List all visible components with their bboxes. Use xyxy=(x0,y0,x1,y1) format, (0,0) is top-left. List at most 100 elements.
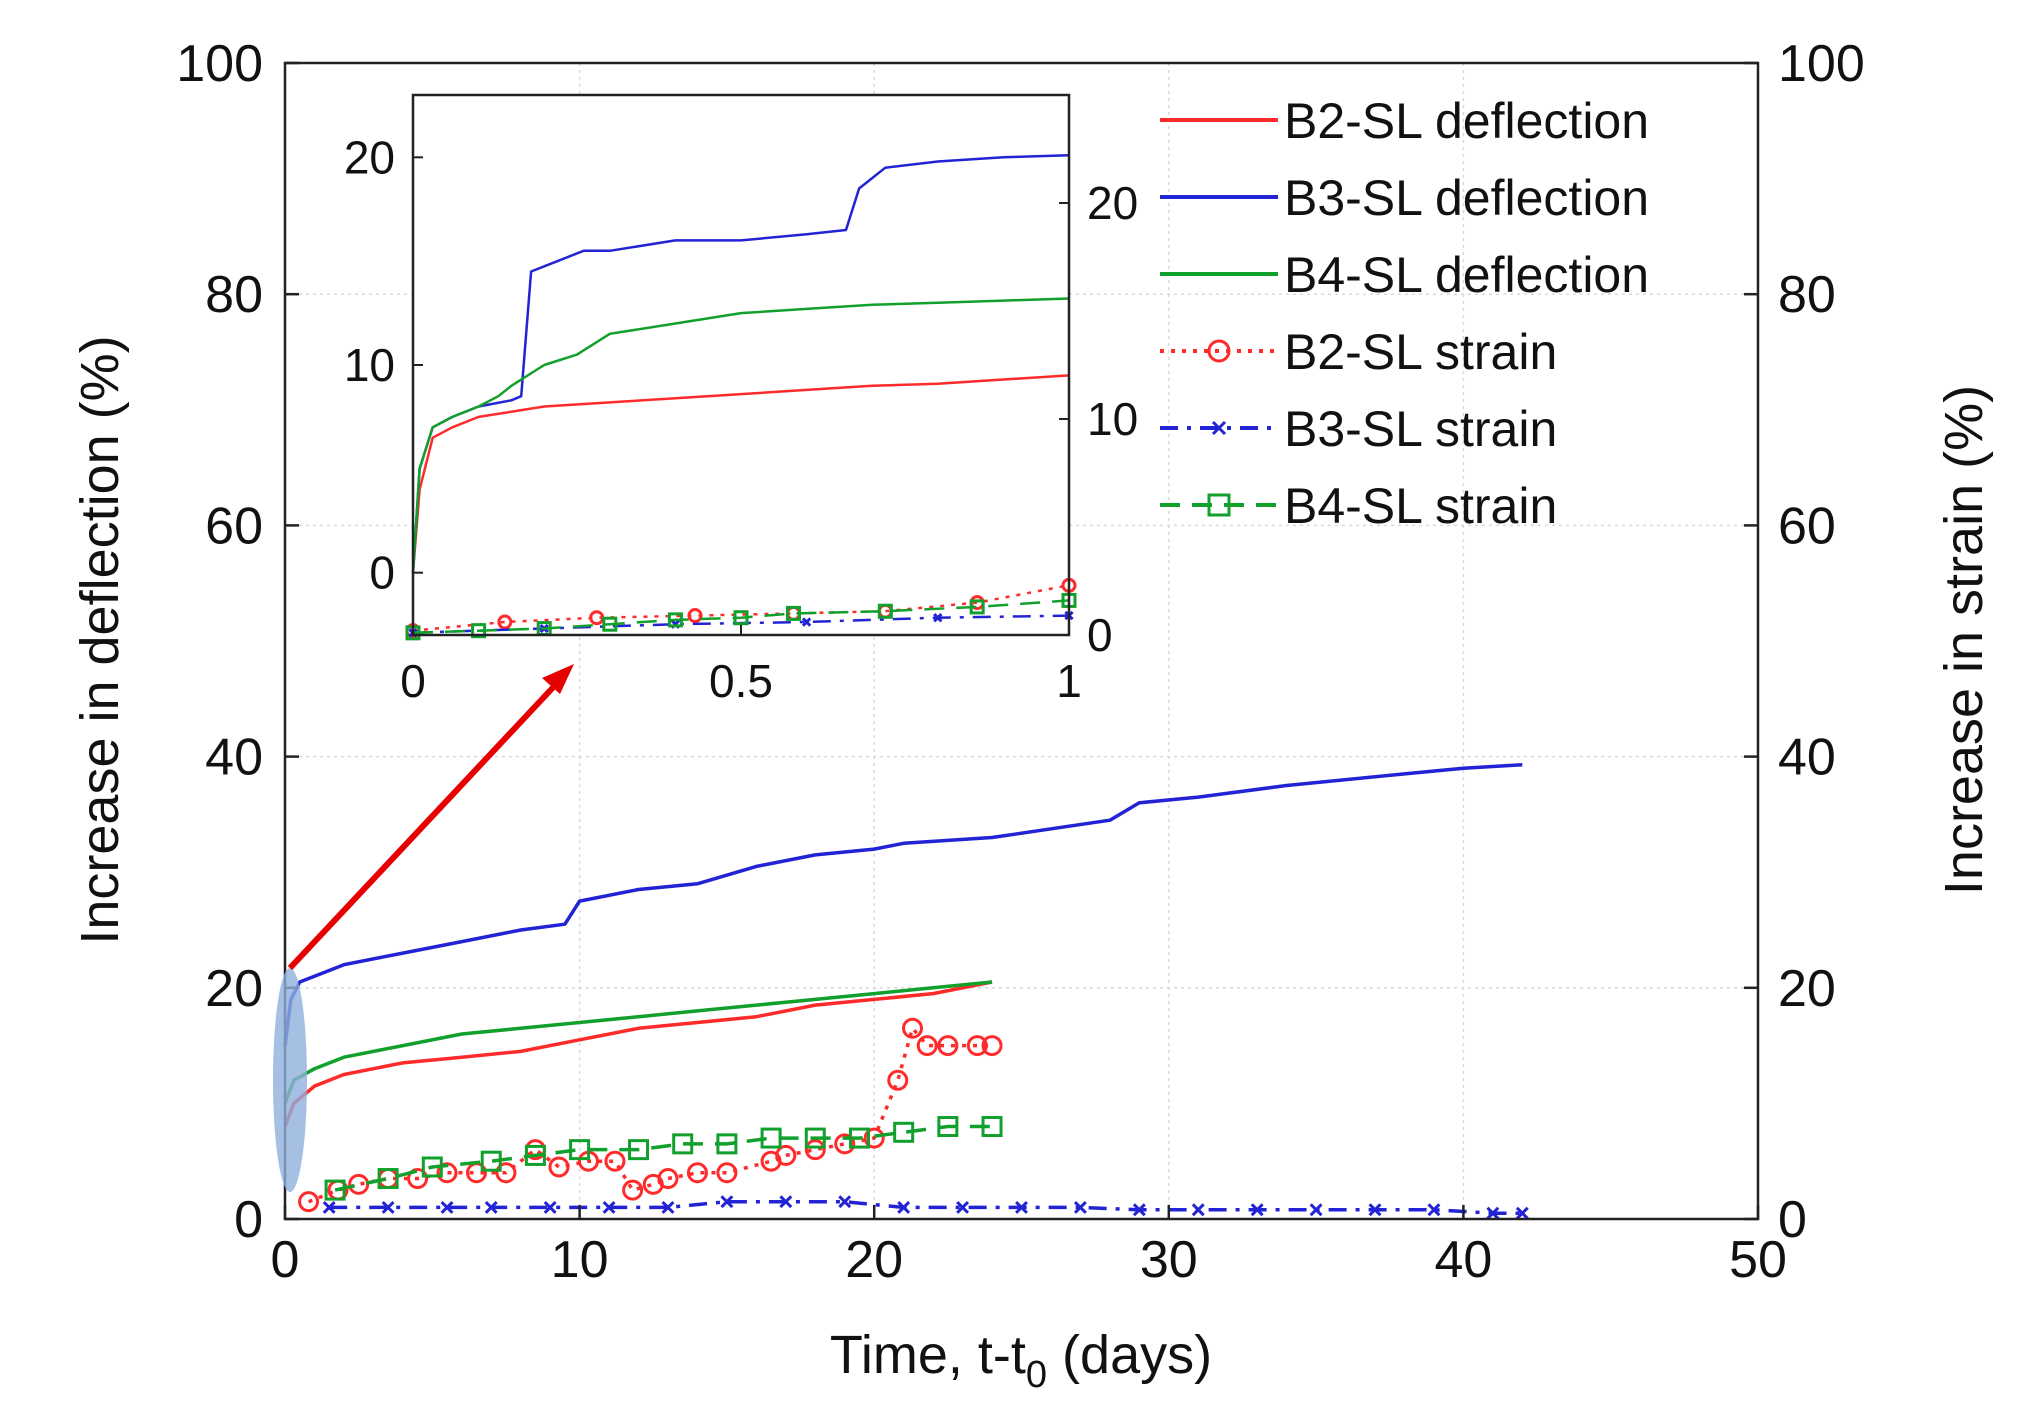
inset-point-b2-sl-strain-1 xyxy=(497,614,513,630)
y-right-tick-label-5: 100 xyxy=(1778,35,1865,93)
x-tick-label-1: 10 xyxy=(551,1231,609,1289)
y-right-tick-label-2: 40 xyxy=(1778,729,1836,787)
main-point-b2-sl-strain-25 xyxy=(937,1035,959,1057)
inset-y-right-tick-label-2: 20 xyxy=(1087,177,1138,229)
main-point-b3-sl-strain-3 xyxy=(484,1200,498,1214)
main-point-b2-sl-strain-5 xyxy=(436,1162,458,1184)
y-left-tick-label-3: 60 xyxy=(205,497,263,555)
inset-point-b4-sl-strain-3 xyxy=(602,616,618,632)
main-point-b2-sl-strain-23 xyxy=(901,1017,923,1039)
legend-label-b2-sl-strain: B2-SL strain xyxy=(1284,324,1557,380)
inset-background xyxy=(413,95,1069,635)
legend-marker-b2-sl-strain xyxy=(1207,339,1231,363)
main-series-b4-sl-strain xyxy=(324,1116,1003,1201)
inset-point-b4-sl-strain-4 xyxy=(667,612,683,628)
inset-point-b4-sl-strain-5 xyxy=(733,610,749,626)
main-point-b3-sl-strain-20 xyxy=(1486,1206,1500,1220)
main-point-b3-sl-strain-19 xyxy=(1427,1203,1441,1217)
inset-point-b4-sl-strain-8 xyxy=(969,599,985,615)
x-axis-title-subscript: 0 xyxy=(1026,1354,1047,1396)
inset-series-b2-sl-deflection xyxy=(411,374,1070,573)
main-point-b3-sl-strain-0 xyxy=(322,1200,336,1214)
inset-line-b4-sl-deflection xyxy=(411,297,1070,573)
y-left-tick-label-2: 40 xyxy=(205,729,263,787)
zoom-arrow-line xyxy=(287,677,563,971)
legend-label-b3-sl-deflection: B3-SL deflection xyxy=(1284,170,1649,226)
main-point-b2-sl-strain-21 xyxy=(863,1127,885,1149)
x-axis-title-suffix: (days) xyxy=(1047,1325,1212,1385)
legend-entry-b2-sl-strain: B2-SL strain xyxy=(1160,324,1557,380)
y-right-tick-label-4: 80 xyxy=(1778,266,1836,324)
legend-entry-b4-sl-strain: B4-SL strain xyxy=(1160,478,1557,534)
y-right-tick-label-0: 0 xyxy=(1778,1191,1807,1249)
x-tick-label-0: 0 xyxy=(271,1231,300,1289)
main-point-b4-sl-strain-4 xyxy=(524,1144,546,1166)
legend-marker-b4-sl-strain xyxy=(1207,493,1231,517)
main-line-b4-sl-deflection xyxy=(283,980,993,1105)
inset-series-b4-sl-deflection xyxy=(411,297,1070,573)
main-point-b4-sl-strain-7 xyxy=(672,1133,694,1155)
zoom-arrow-head xyxy=(542,664,574,694)
main-point-b2-sl-strain-22 xyxy=(887,1069,909,1091)
main-point-b2-sl-strain-18 xyxy=(775,1144,797,1166)
zoom-region-ellipse xyxy=(273,968,307,1192)
main-line-b2-sl-deflection xyxy=(283,980,993,1128)
main-point-b2-sl-strain-9 xyxy=(548,1156,570,1178)
inset-point-b4-sl-strain-7 xyxy=(877,603,893,619)
y-left-tick-label-5: 100 xyxy=(176,35,263,93)
x-tick-label-4: 40 xyxy=(1434,1231,1492,1289)
legend: B2-SL deflection B3-SL deflection B4-SL de… xyxy=(1160,93,1649,534)
main-point-b2-sl-strain-27 xyxy=(981,1035,1003,1057)
main-point-b3-sl-strain-17 xyxy=(1309,1203,1323,1217)
inset-y-left-tick-label-2: 20 xyxy=(344,131,395,183)
main-point-b3-sl-strain-12 xyxy=(1015,1200,1028,1214)
x-tick-label-2: 20 xyxy=(845,1231,903,1289)
main-point-b4-sl-strain-12 xyxy=(893,1121,915,1143)
main-point-b3-sl-strain-13 xyxy=(1073,1200,1087,1214)
main-point-b4-sl-strain-5 xyxy=(569,1139,591,1161)
legend-label-b3-sl-strain: B3-SL strain xyxy=(1284,401,1557,457)
x-tick-label-3: 30 xyxy=(1140,1231,1198,1289)
y-right-tick-label-1: 20 xyxy=(1778,960,1836,1018)
main-point-b3-sl-strain-18 xyxy=(1368,1203,1382,1217)
main-point-b2-sl-strain-0 xyxy=(298,1191,320,1213)
legend-label-b4-sl-deflection: B4-SL deflection xyxy=(1284,247,1649,303)
main-series-b3-sl-deflection xyxy=(283,762,1523,1046)
main-point-b3-sl-strain-4 xyxy=(543,1200,557,1214)
main-series-b2-sl-deflection xyxy=(283,980,993,1128)
inset-y-right-tick-label-0: 0 xyxy=(1087,609,1113,661)
inset-line-b2-sl-strain xyxy=(412,584,1070,632)
main-point-b3-sl-strain-2 xyxy=(440,1200,454,1214)
main-line-b4-sl-strain xyxy=(334,1124,992,1192)
legend-entry-b3-sl-deflection: B3-SL deflection xyxy=(1160,170,1649,226)
inset-line-b4-sl-strain xyxy=(412,599,1070,635)
main-point-b3-sl-strain-10 xyxy=(897,1200,911,1214)
main-point-b3-sl-strain-8 xyxy=(779,1195,793,1209)
main-point-b3-sl-strain-9 xyxy=(838,1195,852,1209)
main-line-b3-sl-deflection xyxy=(283,762,1523,1046)
main-point-b2-sl-strain-26 xyxy=(966,1035,988,1057)
main-point-b4-sl-strain-6 xyxy=(628,1139,650,1161)
main-point-b3-sl-strain-1 xyxy=(381,1200,395,1214)
main-point-b4-sl-strain-9 xyxy=(760,1127,782,1149)
legend-entry-b3-sl-strain: B3-SL strain xyxy=(1160,401,1557,457)
inset-y-left-tick-label-0: 0 xyxy=(369,547,395,599)
main-series-b3-sl-strain xyxy=(322,1195,1529,1220)
y-left-tick-label-0: 0 xyxy=(234,1191,263,1249)
main-point-b3-sl-strain-5 xyxy=(602,1200,616,1214)
inset-line-b2-sl-deflection xyxy=(411,374,1070,573)
inset-x-tick-label-2: 1 xyxy=(1056,655,1082,707)
inset-x-tick-label-0: 0 xyxy=(400,655,426,707)
zoom-highlight xyxy=(273,664,574,1192)
main-series-b4-sl-deflection xyxy=(283,980,993,1105)
legend-label-b2-sl-deflection: B2-SL deflection xyxy=(1284,93,1649,149)
main-point-b2-sl-strain-19 xyxy=(804,1139,826,1161)
main-point-b4-sl-strain-11 xyxy=(848,1127,870,1149)
main-point-b3-sl-strain-21 xyxy=(1515,1206,1529,1220)
main-point-b2-sl-strain-16 xyxy=(716,1162,738,1184)
main-point-b4-sl-strain-8 xyxy=(716,1133,738,1155)
main-line-b3-sl-strain xyxy=(329,1199,1523,1215)
main-point-b2-sl-strain-11 xyxy=(604,1150,626,1172)
